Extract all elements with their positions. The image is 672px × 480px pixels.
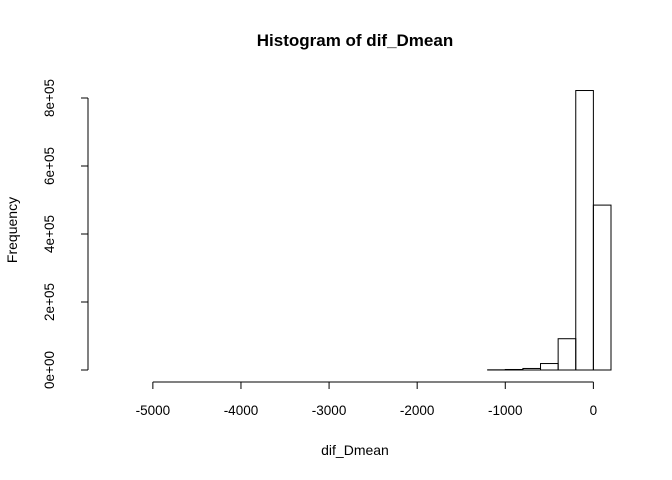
x-tick-label: -3000	[312, 403, 347, 418]
histogram-bar	[540, 363, 559, 371]
histogram-bar	[592, 204, 612, 371]
histogram-bar	[557, 338, 577, 371]
histogram-bar	[522, 367, 542, 371]
x-tick-label: -1000	[488, 403, 523, 418]
x-tick-label: -2000	[400, 403, 435, 418]
x-tick-label: -5000	[136, 403, 171, 418]
y-axis-label: Frequency	[4, 197, 20, 263]
chart-title: Histogram of dif_Dmean	[257, 31, 453, 50]
y-tick-label: 4e+05	[42, 215, 57, 253]
x-tick-label: -4000	[224, 403, 259, 418]
y-tick-label: 0e+00	[42, 351, 57, 389]
histogram-bars	[487, 90, 612, 371]
y-tick-label: 2e+05	[42, 283, 57, 321]
x-tick-label: 0	[590, 403, 598, 418]
y-tick-label: 6e+05	[42, 147, 57, 185]
x-axis-label: dif_Dmean	[321, 442, 389, 458]
x-axis: -5000 -4000 -3000 -2000 -1000 0	[136, 381, 598, 418]
histogram-bar	[575, 90, 594, 371]
y-tick-label: 8e+05	[42, 79, 57, 117]
histogram-bar	[504, 368, 524, 371]
y-axis: 0e+00 2e+05 4e+05 6e+05 8e+05	[42, 79, 89, 389]
